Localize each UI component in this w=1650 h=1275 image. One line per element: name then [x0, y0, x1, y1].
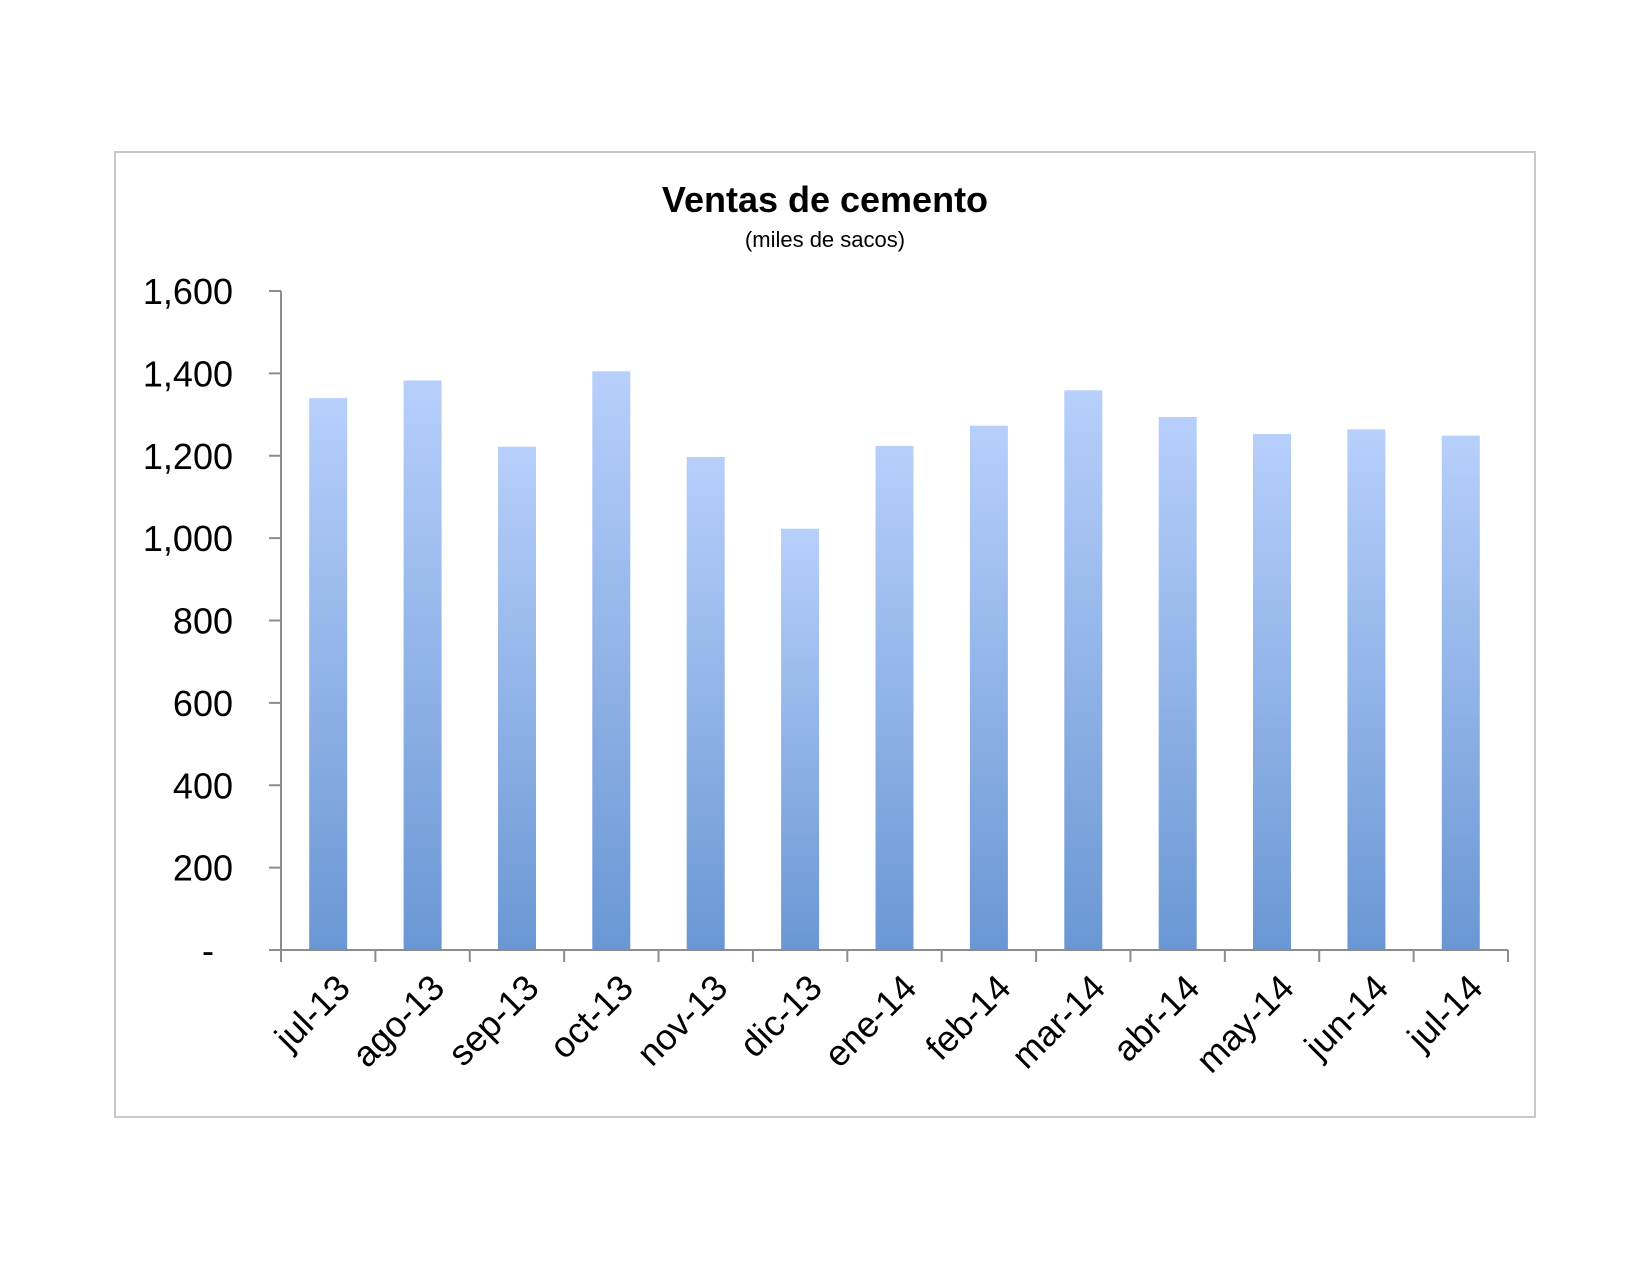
- x-tick-label: feb-14: [917, 967, 1018, 1068]
- y-tick-label: 600: [173, 683, 233, 724]
- bar-jul-13: [309, 398, 348, 951]
- bar-sep-13: [498, 446, 536, 950]
- x-tick-label: ene-14: [816, 967, 924, 1075]
- bar-jun-14: [1347, 429, 1386, 950]
- y-tick-label: 1,000: [143, 518, 233, 559]
- bar-ago-13: [403, 380, 442, 950]
- x-tick-label: ago-13: [344, 967, 452, 1075]
- x-tick-label: jun-14: [1296, 967, 1396, 1067]
- x-tick-label: oct-13: [541, 967, 641, 1067]
- y-tick-label: -: [202, 930, 214, 971]
- bar-oct-13: [592, 371, 631, 950]
- x-axis-ticks: jul-13ago-13sep-13oct-13nov-13dic-13ene-…: [266, 950, 1509, 1081]
- x-tick-label: may-14: [1188, 967, 1302, 1081]
- chart-subtitle: (miles de sacos): [745, 227, 905, 252]
- bar-ene-14: [875, 445, 914, 950]
- bar-abr-14: [1158, 417, 1197, 950]
- x-tick-label: nov-13: [629, 967, 736, 1074]
- y-tick-label: 1,600: [143, 271, 233, 312]
- x-tick-label: mar-14: [1003, 967, 1113, 1077]
- bar-feb-14: [969, 425, 1008, 950]
- bar-nov-13: [686, 457, 725, 950]
- bar-mar-14: [1064, 390, 1103, 950]
- bar-dic-13: [781, 528, 820, 950]
- x-tick-label: jul-14: [1398, 967, 1490, 1059]
- y-tick-label: 800: [173, 601, 233, 642]
- x-tick-label: dic-13: [731, 967, 829, 1065]
- bar-may-14: [1253, 433, 1291, 950]
- bars: [309, 371, 1480, 951]
- chart-title: Ventas de cemento: [662, 179, 988, 220]
- y-tick-label: 1,400: [143, 353, 233, 394]
- y-tick-label: 400: [173, 765, 233, 806]
- y-tick-label: 200: [173, 848, 233, 889]
- chart-frame: [114, 151, 1536, 1118]
- bar-jul-14: [1441, 435, 1480, 951]
- y-axis-ticks: - 200 400 600 800 1,000 1,200 1,400 1,600: [143, 271, 281, 971]
- x-tick-label: sep-13: [440, 967, 547, 1074]
- y-tick-label: 1,200: [143, 436, 233, 477]
